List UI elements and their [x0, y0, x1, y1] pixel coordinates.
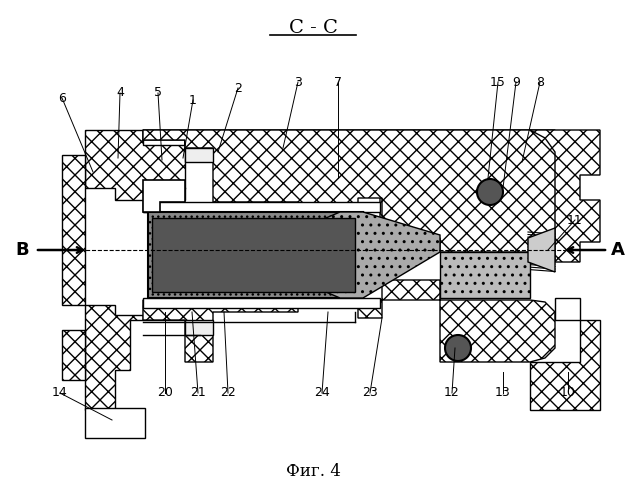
Text: 7: 7	[334, 76, 342, 88]
Polygon shape	[62, 155, 85, 305]
Text: 9: 9	[512, 76, 520, 88]
Text: 22: 22	[220, 386, 236, 400]
Text: 20: 20	[157, 386, 173, 400]
Polygon shape	[185, 148, 213, 162]
Text: 10: 10	[560, 386, 576, 400]
Polygon shape	[298, 212, 440, 298]
Text: 24: 24	[314, 386, 330, 400]
Polygon shape	[62, 330, 85, 380]
Text: 1: 1	[189, 94, 197, 106]
Text: С - С: С - С	[288, 19, 337, 37]
Polygon shape	[185, 320, 213, 335]
Text: 12: 12	[444, 386, 460, 400]
Polygon shape	[440, 252, 530, 298]
Polygon shape	[148, 212, 363, 298]
Polygon shape	[143, 202, 380, 212]
Text: Фиг. 4: Фиг. 4	[285, 464, 340, 480]
Text: A: A	[611, 241, 625, 259]
Polygon shape	[85, 130, 185, 212]
Polygon shape	[143, 130, 555, 252]
Polygon shape	[530, 130, 600, 262]
Circle shape	[445, 335, 471, 361]
Polygon shape	[143, 298, 380, 308]
Polygon shape	[143, 130, 555, 250]
Polygon shape	[152, 218, 355, 292]
Text: 3: 3	[294, 76, 302, 88]
Text: 8: 8	[536, 76, 544, 88]
Circle shape	[477, 179, 503, 205]
Polygon shape	[528, 228, 555, 272]
Text: 15: 15	[490, 76, 506, 88]
Text: 2: 2	[234, 82, 242, 94]
Text: 4: 4	[116, 86, 124, 100]
Polygon shape	[85, 408, 145, 438]
Polygon shape	[530, 320, 600, 410]
Polygon shape	[85, 305, 185, 410]
Text: 14: 14	[52, 386, 68, 400]
Polygon shape	[555, 298, 580, 320]
Text: 23: 23	[362, 386, 378, 400]
Polygon shape	[143, 280, 555, 362]
Text: 5: 5	[154, 86, 162, 100]
Polygon shape	[143, 180, 185, 212]
Text: 21: 21	[190, 386, 206, 400]
Text: 6: 6	[58, 92, 66, 104]
Text: B: B	[15, 241, 29, 259]
Text: 11: 11	[567, 214, 583, 226]
Text: 13: 13	[495, 386, 511, 400]
